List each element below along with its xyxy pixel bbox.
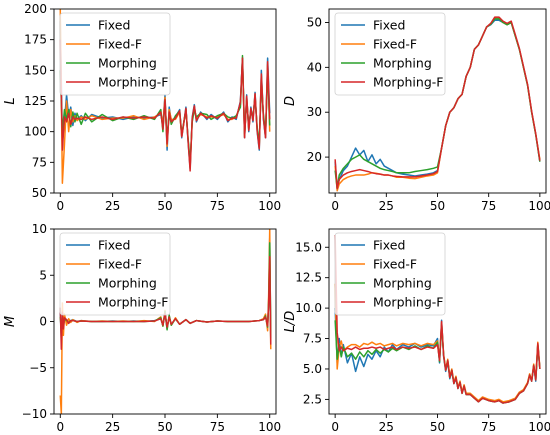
y-tick-label: 5 [39,268,47,282]
y-tick-label: 5.0 [303,362,322,376]
legend-label-morphing-f: Morphing-F [98,295,168,310]
x-tick-label: 100 [528,420,550,434]
x-tick-label: 25 [105,199,120,213]
y-tick-label: 7.5 [303,332,322,346]
legend-label-fixed: Fixed [98,238,130,253]
legend-label-fixed-f: Fixed-F [373,257,417,272]
series-line-morphing-f [334,235,541,404]
legend-label-morphing-f: Morphing-F [373,295,443,310]
legend-label-morphing-f: Morphing-F [98,75,168,90]
y-tick-label: −5 [29,361,47,375]
y-axis-label: D [283,96,298,106]
y-tick-label: 175 [24,33,47,47]
subplot-2: 0 25 50 75 100 20 30 40 50 D Fixed Fixed-F Morphing M… [283,8,550,213]
legend-box [59,232,171,316]
legend-label-fixed-f: Fixed-F [373,37,417,52]
x-tick-label: 50 [430,199,445,213]
x-tick-label: 0 [331,420,339,434]
series-line-fixed [334,308,541,404]
y-axis-label: M [3,316,18,327]
y-tick-label: 75 [32,155,47,169]
y-tick-label: 10 [32,222,47,236]
x-tick-label: 0 [331,199,339,213]
legend-label-fixed: Fixed [373,238,405,253]
legend: Fixed Fixed-F Morphing Morphing-F [59,232,171,316]
subplot-4: 0 25 50 75 1002.55.07.510.012.515.0L/DFixedF… [283,228,550,434]
x-tick-label: 75 [210,420,225,434]
y-tick-label: 150 [24,63,47,77]
y-tick-label: 0 [39,315,47,329]
y-tick-label: 15.0 [295,240,322,254]
y-tick-label: 200 [24,2,47,16]
x-tick-label: 25 [379,199,394,213]
legend-box [59,12,171,96]
y-tick-label: 40 [307,60,322,74]
y-tick-label: 2.5 [303,392,322,406]
x-tick-label: 100 [258,420,281,434]
legend-label-morphing: Morphing [98,276,157,291]
y-tick-label: −10 [22,407,47,421]
y-tick-label: 50 [32,186,47,200]
x-tick-label: 0 [56,199,64,213]
x-tick-label: 75 [481,420,496,434]
x-tick-label: 25 [379,420,394,434]
y-tick-label: 125 [24,94,47,108]
y-axis-label: L [3,97,18,104]
y-tick-label: 10.0 [295,301,322,315]
legend-label-morphing: Morphing [98,56,157,71]
x-tick-label: 75 [481,199,496,213]
y-tick-label: 100 [24,125,47,139]
x-tick-label: 100 [258,199,281,213]
x-tick-label: 50 [157,420,172,434]
x-tick-label: 25 [105,420,120,434]
series-group [334,16,541,192]
legend-label-morphing: Morphing [373,56,432,71]
legend-label-fixed-f: Fixed-F [98,37,142,52]
series-line-morphing-f [334,16,541,190]
x-tick-label: 50 [157,199,172,213]
subplot-1: 0 25 50 75 1005075100125150175200LFixedFixed… [3,2,281,213]
x-tick-label: 50 [430,420,445,434]
legend-label-fixed: Fixed [98,18,130,33]
series-group [59,9,271,184]
y-tick-label: 30 [307,105,322,119]
series-group [334,235,541,404]
y-tick-label: 50 [307,15,322,29]
x-tick-label: 75 [210,199,225,213]
legend: Fixed Fixed-F Morphing Morphing-F [334,12,446,96]
legend-box [334,12,446,96]
legend-box [334,232,446,316]
y-axis-label: L/D [283,311,298,333]
x-tick-label: 100 [528,199,550,213]
y-tick-label: 20 [307,150,322,164]
y-tick-label: 12.5 [295,271,322,285]
subplot-3: 0 25 50 75 100 −10 −5 0 5 10 M Fixed Fixed-F Morphing… [3,222,281,434]
legend-label-morphing: Morphing [373,276,432,291]
x-tick-label: 0 [56,420,64,434]
series-line-morphing-f [59,39,271,172]
legend-label-fixed-f: Fixed-F [98,257,142,272]
legend-label-morphing-f: Morphing-F [373,75,443,90]
legend: Fixed Fixed-F Morphing Morphing-F [59,12,171,96]
legend-label-fixed: Fixed [373,18,405,33]
legend: Fixed Fixed-F Morphing Morphing-F [334,232,446,316]
